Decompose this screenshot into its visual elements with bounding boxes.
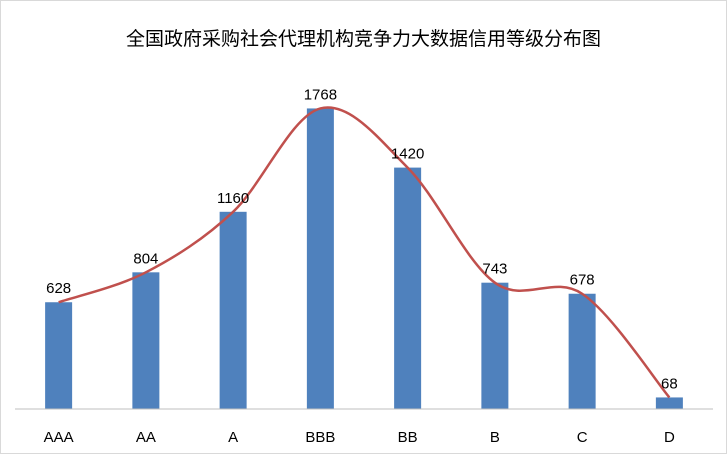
x-tick-label: C <box>577 429 588 446</box>
data-label: 1420 <box>391 146 424 163</box>
data-label: 1160 <box>217 190 249 207</box>
x-tick-label: A <box>228 429 238 446</box>
bar-bb <box>394 167 422 409</box>
bar-b <box>481 282 509 409</box>
bar-aaa <box>45 302 73 409</box>
bar-bbb <box>306 108 334 409</box>
data-label: 678 <box>570 272 595 289</box>
bar-c <box>568 293 596 409</box>
bar-d <box>655 397 683 409</box>
data-label: 628 <box>46 280 71 297</box>
trend-line <box>58 106 671 399</box>
x-tick-label: B <box>490 429 500 446</box>
bar-a <box>219 211 247 409</box>
data-label: 1768 <box>304 86 337 103</box>
data-label: 804 <box>133 250 158 267</box>
x-tick-label: AA <box>136 429 156 446</box>
data-label: 68 <box>661 375 678 392</box>
chart-title: 全国政府采购社会代理机构竞争力大数据信用等级分布图 <box>125 28 601 50</box>
data-label: 743 <box>482 261 507 278</box>
bar-aa <box>132 272 160 409</box>
x-tick-label: AAA <box>44 429 74 446</box>
x-tick-label: BB <box>398 429 418 446</box>
x-tick-label: D <box>664 429 675 446</box>
x-tick-label: BBB <box>305 429 335 446</box>
